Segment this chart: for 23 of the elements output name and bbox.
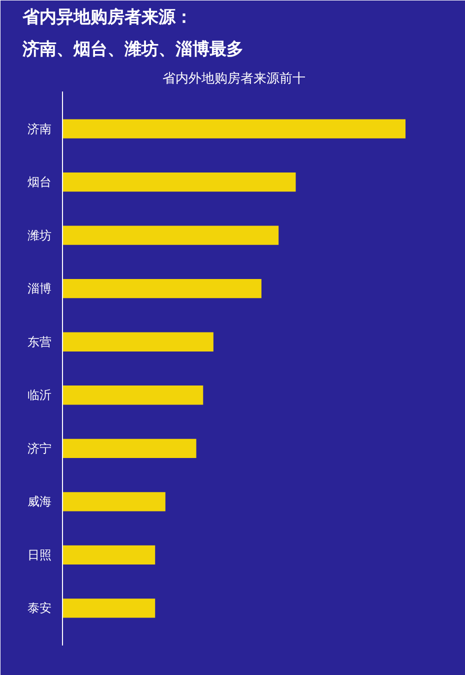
y-tick-label: 泰安 [28,601,52,616]
y-tick-label: 淄博 [28,282,52,296]
bar [62,119,406,138]
y-tick-label: 日照 [28,548,52,562]
bar [62,545,156,565]
bar [62,279,262,298]
bar [62,438,196,458]
chart-subtitle: 济南、烟台、潍坊、淄博最多 [22,40,244,60]
y-tick-label: 东营 [28,334,52,349]
y-tick-label: 临沂 [28,388,52,402]
y-tick-label: 济宁 [28,441,52,456]
y-tick-label: 烟台 [28,175,52,190]
chart-title: 省内异地购房者来源： [22,8,192,28]
bar [62,172,296,192]
bar [62,598,156,618]
y-tick-label: 威海 [28,494,52,509]
bar [62,332,214,352]
bar [62,492,166,512]
y-tick-label: 潍坊 [28,228,52,242]
text: 省内外地购房者来源前十 [162,70,306,86]
y-tick-label: 济南 [28,122,52,136]
bar [62,386,204,405]
bar [62,226,279,245]
